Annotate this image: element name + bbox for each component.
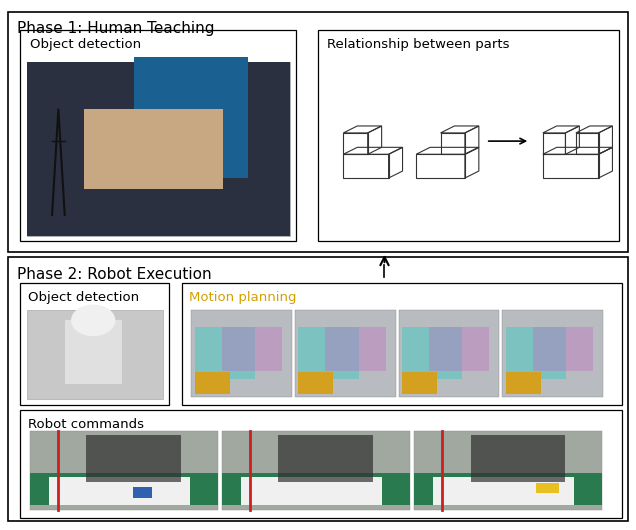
FancyBboxPatch shape xyxy=(222,473,410,505)
FancyBboxPatch shape xyxy=(134,487,152,498)
FancyBboxPatch shape xyxy=(414,473,602,505)
Text: Object detection: Object detection xyxy=(30,38,141,51)
FancyBboxPatch shape xyxy=(506,373,541,394)
FancyBboxPatch shape xyxy=(241,477,382,505)
FancyBboxPatch shape xyxy=(49,477,190,505)
FancyBboxPatch shape xyxy=(536,483,559,493)
FancyBboxPatch shape xyxy=(532,327,593,370)
FancyBboxPatch shape xyxy=(27,62,289,236)
FancyBboxPatch shape xyxy=(27,310,163,400)
FancyBboxPatch shape xyxy=(502,310,603,397)
FancyBboxPatch shape xyxy=(402,373,437,394)
FancyBboxPatch shape xyxy=(27,62,289,236)
Text: Relationship between parts: Relationship between parts xyxy=(328,38,510,51)
FancyBboxPatch shape xyxy=(222,431,410,510)
FancyBboxPatch shape xyxy=(298,373,333,394)
FancyBboxPatch shape xyxy=(506,327,566,379)
FancyBboxPatch shape xyxy=(195,327,255,379)
FancyBboxPatch shape xyxy=(399,310,499,397)
FancyBboxPatch shape xyxy=(279,435,373,482)
FancyBboxPatch shape xyxy=(84,110,223,189)
FancyBboxPatch shape xyxy=(471,435,565,482)
FancyBboxPatch shape xyxy=(325,327,385,370)
Text: Object detection: Object detection xyxy=(28,292,139,304)
FancyBboxPatch shape xyxy=(414,431,602,510)
Text: Motion planning: Motion planning xyxy=(190,292,297,304)
FancyBboxPatch shape xyxy=(86,435,181,482)
Text: Phase 1: Human Teaching: Phase 1: Human Teaching xyxy=(17,21,215,37)
FancyBboxPatch shape xyxy=(221,327,282,370)
FancyBboxPatch shape xyxy=(65,320,121,384)
Text: Robot commands: Robot commands xyxy=(28,418,144,431)
FancyBboxPatch shape xyxy=(134,57,248,178)
FancyBboxPatch shape xyxy=(433,477,574,505)
FancyBboxPatch shape xyxy=(295,310,396,397)
FancyBboxPatch shape xyxy=(298,327,359,379)
FancyBboxPatch shape xyxy=(429,327,489,370)
Ellipse shape xyxy=(71,305,115,336)
FancyBboxPatch shape xyxy=(30,473,218,505)
FancyBboxPatch shape xyxy=(30,431,218,510)
Text: Phase 2: Robot Execution: Phase 2: Robot Execution xyxy=(17,267,212,281)
FancyBboxPatch shape xyxy=(191,310,292,397)
FancyBboxPatch shape xyxy=(195,373,230,394)
FancyBboxPatch shape xyxy=(402,327,462,379)
